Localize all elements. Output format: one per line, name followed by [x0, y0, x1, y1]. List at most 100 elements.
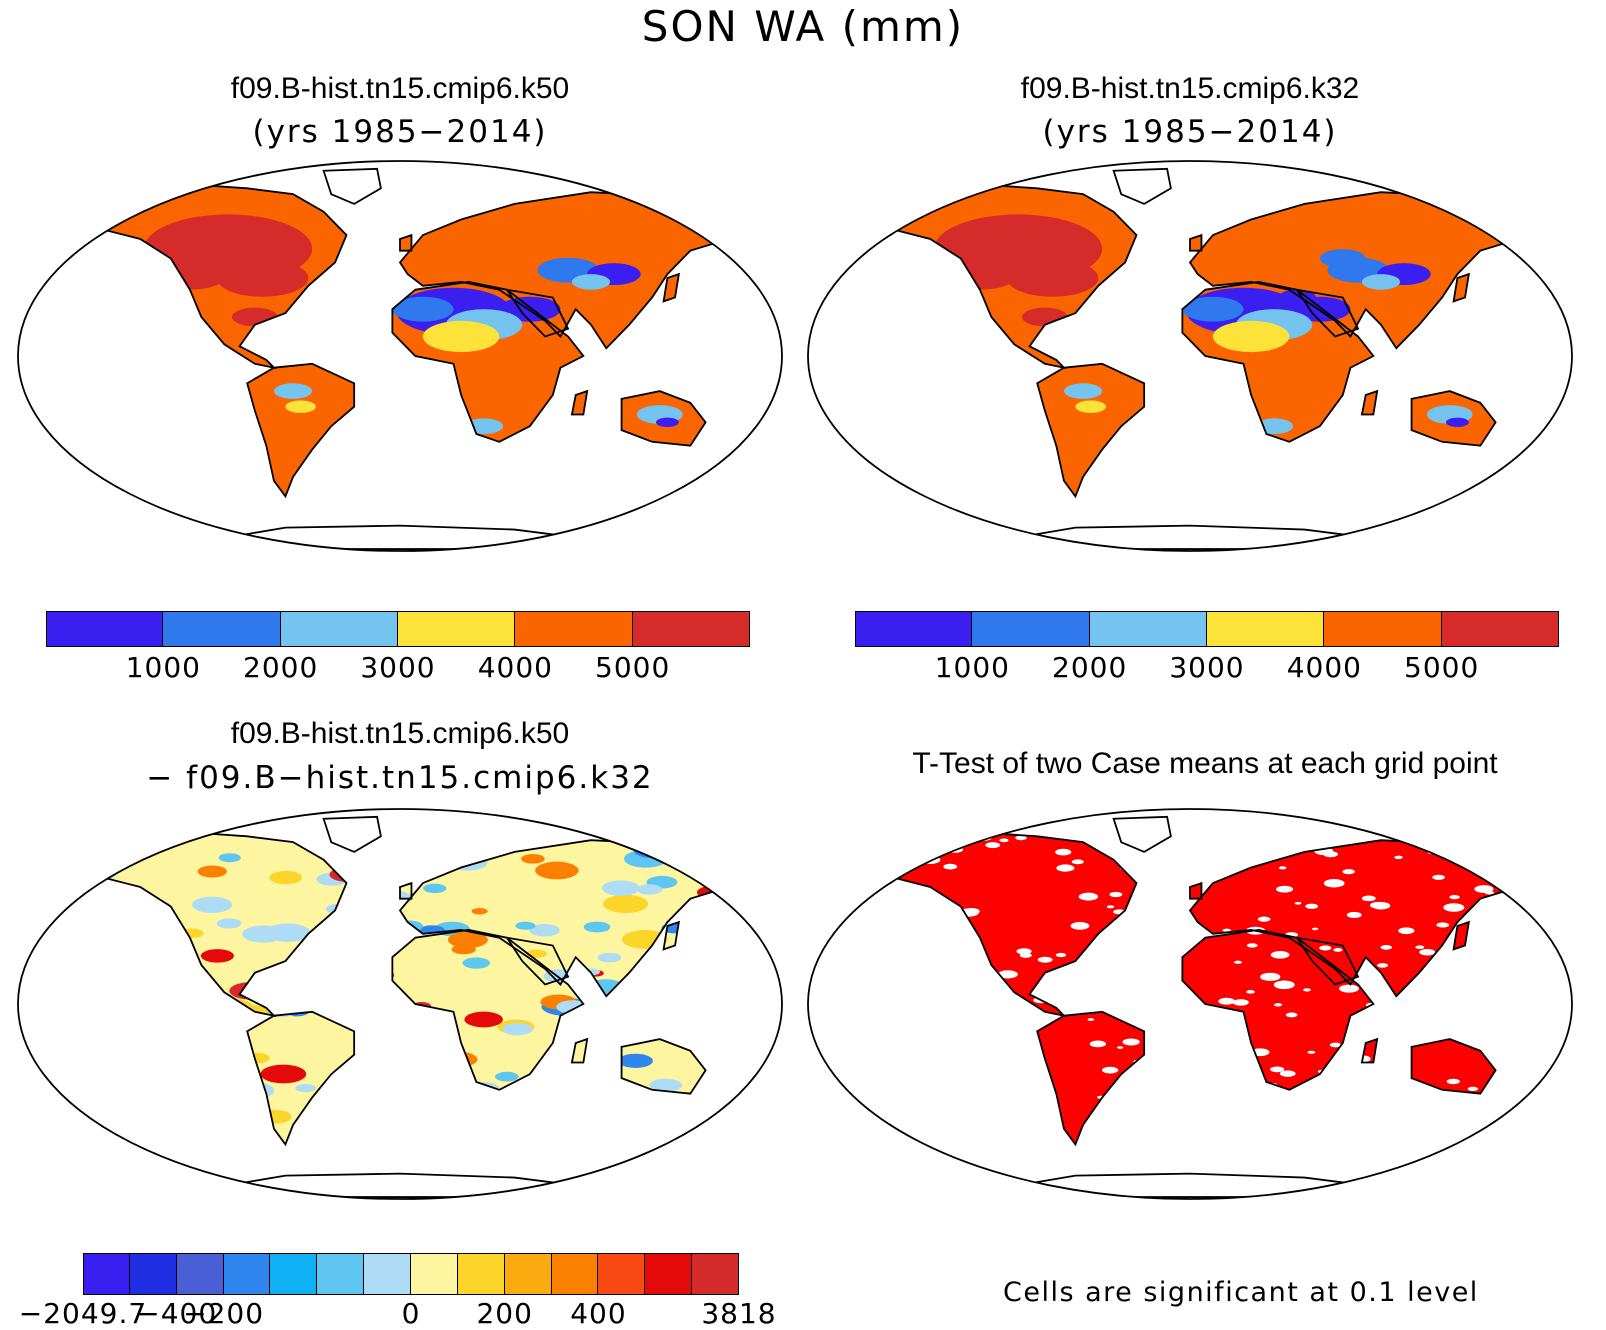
coastline	[570, 389, 589, 416]
panel-top-left-subtitle: (yrs 1985−2014)	[252, 114, 548, 150]
colorbar-tick-label: 400	[570, 1297, 627, 1330]
colorbar-swatch	[1207, 611, 1325, 647]
colorbar-swatch	[515, 611, 633, 647]
coastline	[1181, 280, 1375, 443]
colorbar-swatch	[163, 611, 281, 647]
panel-top-right-subtitle: (yrs 1985−2014)	[1042, 114, 1338, 150]
coastline	[322, 815, 382, 853]
colorbar-swatch	[280, 611, 398, 647]
coastline	[662, 272, 680, 303]
coastline	[570, 1037, 589, 1064]
coastline	[1036, 1010, 1146, 1147]
colorbar-swatch	[270, 1253, 318, 1295]
colorbar-swatch	[1441, 611, 1559, 647]
colorbar-swatch	[855, 611, 973, 647]
map-bottom-right	[805, 806, 1575, 1202]
coastline	[1036, 362, 1146, 499]
coastline	[399, 881, 413, 900]
coastline	[1360, 1037, 1379, 1064]
coastline	[1188, 839, 1520, 998]
coastline	[1295, 936, 1360, 986]
colorbar-tick-label: 4000	[1286, 651, 1362, 684]
coastline	[662, 920, 680, 951]
coastline	[391, 280, 585, 443]
coastline	[398, 191, 730, 350]
map-top-right	[805, 158, 1575, 554]
map-top-left	[15, 158, 785, 554]
colorbar-swatch	[46, 611, 164, 647]
coastline	[215, 524, 592, 550]
coastline	[215, 1172, 592, 1198]
world-map-svg	[807, 160, 1573, 552]
map-border	[17, 808, 783, 1200]
colorbar-swatch	[504, 1253, 552, 1295]
colorbar-swatch	[129, 1253, 177, 1295]
colorbar-swatch	[223, 1253, 271, 1295]
map-border	[807, 160, 1573, 552]
coastline	[85, 831, 348, 1018]
coastline	[246, 1010, 356, 1147]
map-bottom-left	[15, 806, 785, 1202]
coastline	[398, 839, 730, 998]
colorbar-tick-label: 5000	[595, 651, 671, 684]
world-map-svg	[17, 160, 783, 552]
panel-top-left-title: f09.B-hist.tn15.cmip6.k50	[230, 72, 570, 105]
colorbar-swatch	[551, 1253, 599, 1295]
colorbar-tick-label: 4000	[477, 651, 553, 684]
coastline	[620, 390, 707, 447]
coastline	[1005, 1172, 1382, 1198]
map-border	[17, 160, 783, 552]
coastline	[1295, 288, 1360, 338]
colorbar-top-left: 1000 2000 3000 4000 5000	[46, 611, 750, 684]
colorbar-swatch	[364, 1253, 411, 1295]
colorbar-tick-label: −400	[136, 1297, 218, 1330]
map-border	[807, 808, 1573, 1200]
colorbar-tick-label: 2000	[1052, 651, 1128, 684]
coastline	[875, 831, 1138, 1018]
coastline	[1188, 191, 1520, 350]
colorbar-swatch	[1089, 611, 1207, 647]
coastline	[1112, 167, 1172, 205]
figure-title: SON WA (mm)	[641, 2, 965, 51]
panel-bottom-right-title: T-Test of two Case means at each grid po…	[912, 747, 1498, 780]
colorbar-swatch	[457, 1253, 505, 1295]
coastline	[505, 288, 570, 338]
colorbar-swatch	[632, 611, 750, 647]
significance-note: Cells are significant at 0.1 level	[1003, 1277, 1479, 1308]
coastline	[85, 183, 348, 370]
coastline	[1360, 389, 1379, 416]
coastline	[391, 928, 585, 1091]
colorbar-swatch	[398, 611, 516, 647]
colorbar-swatch	[411, 1253, 458, 1295]
coastline	[875, 183, 1138, 370]
coastline	[620, 1038, 707, 1095]
coastline	[1189, 233, 1203, 252]
colorbar-swatch	[1324, 611, 1442, 647]
coastline	[1112, 815, 1172, 853]
colorbar-tick-label: 3818	[701, 1297, 777, 1330]
coastline	[399, 233, 413, 252]
colorbar-tick-label: 3000	[360, 651, 436, 684]
colorbar-tick-label: 1000	[125, 651, 201, 684]
world-map-svg	[807, 808, 1573, 1200]
coastline	[1410, 390, 1497, 447]
colorbar-tick-label: 3000	[1169, 651, 1245, 684]
coastline	[246, 362, 356, 499]
coastline	[1452, 272, 1470, 303]
colorbar-swatch	[598, 1253, 646, 1295]
colorbar-top-right: 1000 2000 3000 4000 5000	[855, 611, 1559, 684]
coastline	[322, 167, 382, 205]
colorbar-swatch	[317, 1253, 365, 1295]
colorbar-swatch	[176, 1253, 224, 1295]
colorbar-tick-label: 200	[476, 1297, 533, 1330]
colorbar-swatch	[645, 1253, 693, 1295]
coastline	[505, 936, 570, 986]
colorbar-swatch	[972, 611, 1090, 647]
colorbar-tick-label: 2000	[243, 651, 319, 684]
colorbar-tick-label: 1000	[934, 651, 1010, 684]
coastline	[1005, 524, 1382, 550]
colorbar-swatch	[83, 1253, 130, 1295]
coastline	[1452, 920, 1470, 951]
colorbar-tick-label: 0	[401, 1297, 421, 1330]
colorbar-bottom-left: −2049.7 −400 −200 0 200 400 3818	[19, 1253, 776, 1330]
